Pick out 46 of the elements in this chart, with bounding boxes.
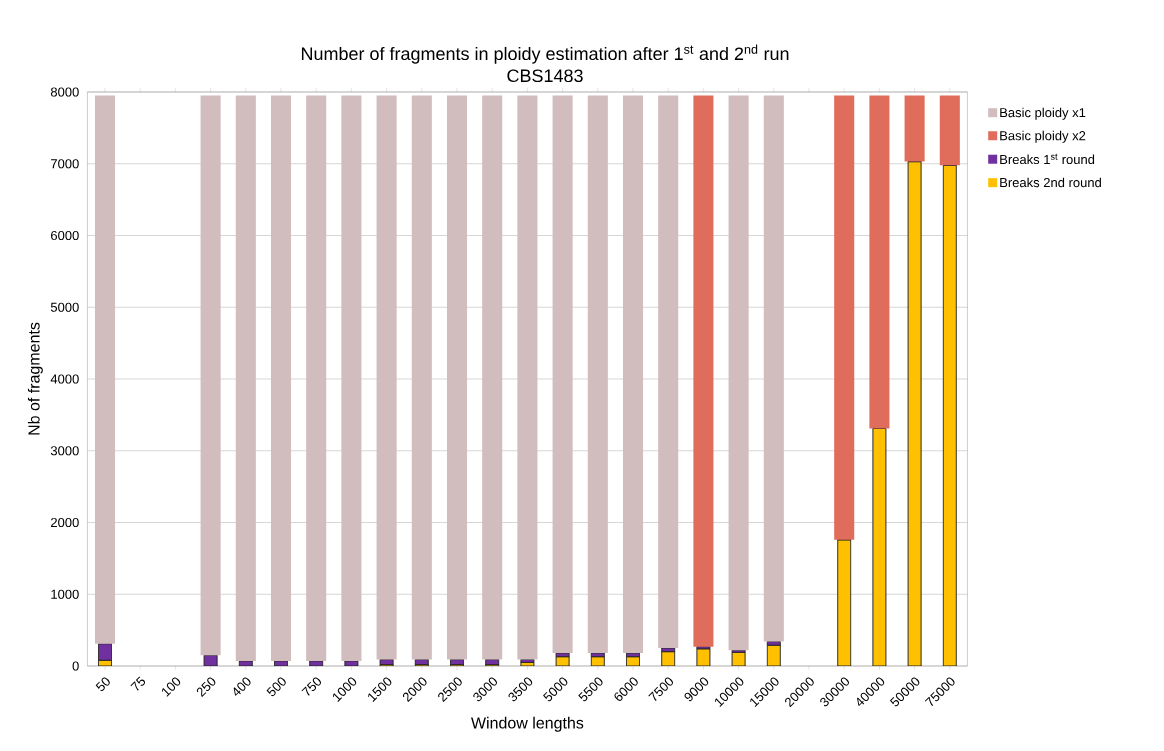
y-tick-label: 0 — [72, 661, 79, 671]
bar — [693, 95, 714, 647]
bar — [904, 95, 925, 162]
bar — [341, 95, 362, 661]
x-axis-title: Window lengths — [471, 716, 584, 732]
y-tick-label: 2000 — [51, 517, 79, 528]
bar — [552, 95, 573, 654]
bar — [94, 95, 116, 644]
y-tick-label: 4000 — [50, 374, 79, 384]
legend-label: Breaks 2nd round — [1000, 177, 1101, 188]
bar — [587, 95, 608, 654]
x-tick-label: 50 — [95, 677, 110, 692]
legend-label: Breaks 1$^{st}$ round — [1000, 153, 1095, 165]
y-tick-label: 7000 — [51, 159, 79, 169]
bar — [939, 95, 960, 166]
y-tick-label: 3000 — [50, 446, 79, 456]
chart-title: Number of fragments in ploidy estimation after 1$^{st}$ and 2$^{nd}$ run — [301, 44, 789, 64]
bar — [446, 95, 468, 660]
bar — [869, 95, 890, 429]
y-tick-label: 1000 — [51, 589, 79, 599]
bar — [411, 95, 432, 660]
bar — [658, 95, 679, 649]
bar — [235, 95, 256, 661]
bar — [763, 95, 784, 642]
bar — [622, 95, 644, 654]
legend-label: Basic ploidy x2 — [1000, 130, 1086, 143]
x-tick-label: 400 — [233, 677, 251, 696]
y-tick-label: 5000 — [50, 302, 79, 312]
y-tick-label: 8000 — [50, 87, 79, 97]
bar — [517, 95, 538, 660]
bar — [482, 95, 503, 660]
y-tick-label: 6000 — [51, 230, 79, 241]
bar — [834, 95, 855, 540]
bar — [728, 95, 749, 651]
chart-subtitle: CBS1483 — [507, 69, 583, 83]
x-tick-label: 250 — [196, 677, 216, 698]
bar — [306, 95, 327, 661]
bar — [270, 95, 292, 661]
x-tick-label: 500 — [266, 677, 286, 697]
x-tick-label: 100 — [162, 677, 181, 697]
legend-label: Basic ploidy x1 — [1000, 107, 1086, 120]
x-tick-label: 750 — [301, 677, 322, 696]
x-tick-label: 75 — [130, 676, 146, 691]
bar — [200, 95, 221, 656]
bar — [376, 95, 397, 660]
y-axis-title: Nb of fragments — [27, 322, 43, 435]
